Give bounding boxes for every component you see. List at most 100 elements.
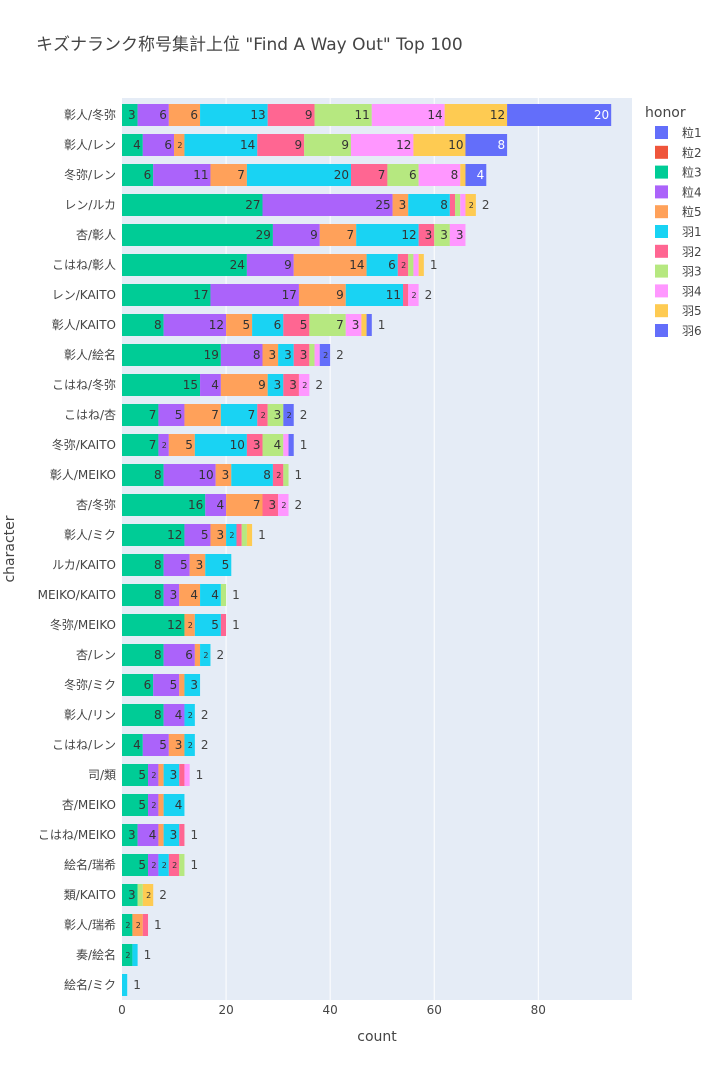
bar-segment[interactable] — [267, 374, 284, 396]
bar-segment[interactable] — [319, 344, 331, 366]
bar-segment[interactable] — [194, 434, 247, 456]
bar-segment[interactable] — [122, 284, 211, 306]
legend-label[interactable]: 粒5 — [682, 204, 702, 219]
bar-segment[interactable] — [366, 314, 372, 336]
bar-segment[interactable] — [153, 674, 180, 696]
bar-segment[interactable] — [163, 704, 185, 726]
bar-segment[interactable] — [122, 674, 154, 696]
bar-segment[interactable] — [142, 884, 154, 906]
bar-segment[interactable] — [220, 344, 263, 366]
bar-segment[interactable] — [184, 764, 190, 786]
bar-segment[interactable] — [137, 884, 143, 906]
bar-segment[interactable] — [465, 134, 508, 156]
bar-segment[interactable] — [220, 614, 227, 636]
bar-segment[interactable] — [236, 524, 242, 546]
bar-segment[interactable] — [179, 824, 185, 846]
bar-segment[interactable] — [210, 284, 299, 306]
bar-segment[interactable] — [220, 584, 227, 606]
bar-segment[interactable] — [345, 284, 404, 306]
bar-segment[interactable] — [220, 374, 268, 396]
bar-segment[interactable] — [168, 734, 185, 756]
bar-segment[interactable] — [314, 344, 320, 366]
bar-segment[interactable] — [241, 524, 247, 546]
bar-segment[interactable] — [122, 584, 164, 606]
bar-segment[interactable] — [122, 314, 164, 336]
bar-segment[interactable] — [184, 734, 195, 756]
bar-segment[interactable] — [184, 614, 195, 636]
bar-segment[interactable] — [366, 254, 398, 276]
bar-segment[interactable] — [220, 404, 258, 426]
bar-segment[interactable] — [210, 524, 227, 546]
bar-segment[interactable] — [283, 404, 294, 426]
bar-segment[interactable] — [184, 134, 258, 156]
legend-label[interactable]: 羽1 — [682, 225, 702, 239]
bar-segment[interactable] — [293, 254, 367, 276]
legend-swatch[interactable] — [655, 185, 668, 199]
bar-segment[interactable] — [163, 464, 216, 486]
bar-segment[interactable] — [356, 224, 419, 246]
bar-segment[interactable] — [252, 314, 284, 336]
legend[interactable]: honor 粒1 粒2 粒3 粒4 粒5 羽1 羽2 羽3 羽4 羽5 羽6 — [645, 105, 702, 338]
bar-segment[interactable] — [262, 494, 279, 516]
bar-segment[interactable] — [460, 164, 466, 186]
bar-segment[interactable] — [418, 164, 461, 186]
bar-segment[interactable] — [122, 524, 185, 546]
bar-segment[interactable] — [408, 194, 450, 216]
bar-segment[interactable] — [142, 134, 175, 156]
bar-segment[interactable] — [179, 584, 201, 606]
bar-segment[interactable] — [205, 494, 227, 516]
bar-segment[interactable] — [309, 344, 315, 366]
bar-segment[interactable] — [122, 194, 263, 216]
bar-segment[interactable] — [371, 104, 445, 126]
legend-swatch[interactable] — [655, 304, 668, 318]
bar-segment[interactable] — [226, 314, 253, 336]
bar-segment[interactable] — [298, 284, 346, 306]
legend-label[interactable]: 粒3 — [682, 165, 702, 180]
bar-segment[interactable] — [179, 854, 185, 876]
bar-segment[interactable] — [262, 344, 279, 366]
bar-segment[interactable] — [122, 764, 149, 786]
bar-segment[interactable] — [257, 134, 305, 156]
bar-segment[interactable] — [288, 434, 294, 456]
bar-segment[interactable] — [215, 464, 232, 486]
bar-segment[interactable] — [392, 194, 409, 216]
bar-segment[interactable] — [148, 794, 159, 816]
bar-segment[interactable] — [122, 734, 143, 756]
bar-segment[interactable] — [122, 554, 164, 576]
bar-segment[interactable] — [246, 524, 253, 546]
bar-segment[interactable] — [449, 194, 456, 216]
bar-segment[interactable] — [137, 104, 169, 126]
bar-segment[interactable] — [122, 854, 149, 876]
bar-segment[interactable] — [350, 164, 388, 186]
bar-segment[interactable] — [194, 614, 221, 636]
bar-segment[interactable] — [179, 764, 185, 786]
legend-label[interactable]: 羽5 — [682, 304, 702, 318]
bar-segment[interactable] — [444, 104, 508, 126]
bar-segment[interactable] — [184, 524, 211, 546]
bar-segment[interactable] — [163, 764, 180, 786]
bar-segment[interactable] — [283, 434, 289, 456]
bar-segment[interactable] — [465, 194, 476, 216]
bar-segment[interactable] — [418, 254, 424, 276]
bar-segment[interactable] — [122, 974, 128, 996]
legend-swatch[interactable] — [655, 126, 668, 139]
legend-swatch[interactable] — [655, 324, 668, 337]
bar-segment[interactable] — [210, 164, 247, 186]
bar-segment[interactable] — [272, 464, 284, 486]
bar-segment[interactable] — [122, 164, 154, 186]
bar-segment[interactable] — [257, 404, 268, 426]
legend-swatch[interactable] — [655, 264, 668, 278]
bar-segment[interactable] — [122, 704, 164, 726]
bar-segment[interactable] — [231, 464, 273, 486]
bar-segment[interactable] — [184, 404, 221, 426]
bar-segment[interactable] — [226, 524, 237, 546]
bar-segment[interactable] — [158, 764, 164, 786]
bar-segment[interactable] — [350, 134, 414, 156]
bar-segment[interactable] — [184, 674, 201, 696]
bar-segment[interactable] — [122, 434, 159, 456]
bar-segment[interactable] — [158, 434, 169, 456]
bar-segment[interactable] — [142, 914, 149, 936]
bar-segment[interactable] — [200, 644, 211, 666]
bar-segment[interactable] — [413, 254, 419, 276]
bar-segment[interactable] — [189, 554, 206, 576]
